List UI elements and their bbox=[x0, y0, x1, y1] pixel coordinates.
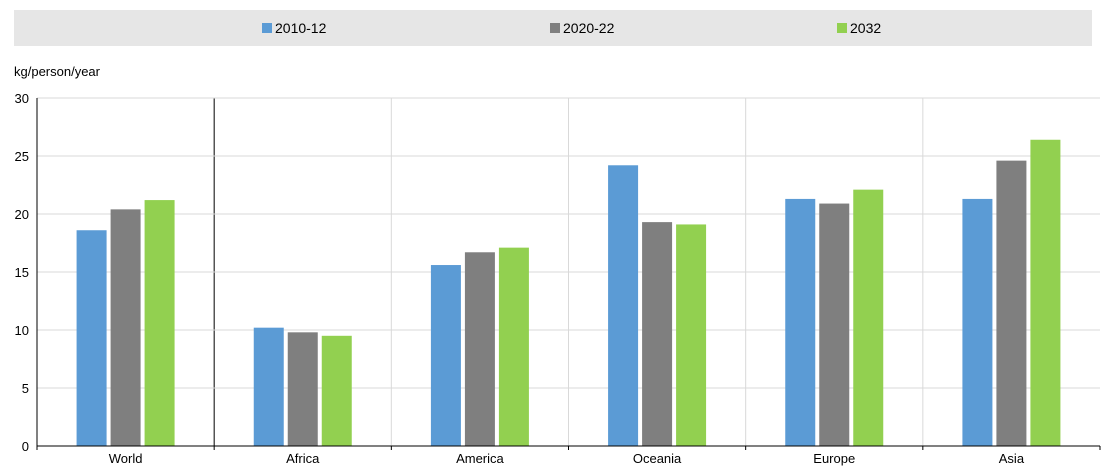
legend-label-2020-22: 2020-22 bbox=[563, 20, 615, 36]
legend-swatch-2010-12 bbox=[262, 23, 272, 33]
bar-asia-2032 bbox=[1030, 139, 1061, 446]
x-tick-label: Oceania bbox=[633, 451, 682, 466]
legend: 2010-12 2020-22 2032 bbox=[14, 10, 1092, 46]
bar-europe-2032 bbox=[853, 189, 884, 446]
bar-oceania-2032 bbox=[676, 224, 707, 446]
y-tick-label: 20 bbox=[15, 207, 29, 222]
bar-oceania-2010-12 bbox=[608, 165, 639, 446]
y-tick-label: 10 bbox=[15, 323, 29, 338]
y-tick-label: 15 bbox=[15, 265, 29, 280]
bar-europe-2010-12 bbox=[785, 198, 816, 446]
bar-africa-2032 bbox=[321, 335, 352, 446]
y-axis-unit-label: kg/person/year bbox=[14, 64, 100, 79]
legend-item-2010-12: 2010-12 bbox=[262, 10, 326, 46]
bar-world-2020-22 bbox=[110, 209, 141, 446]
bar-africa-2010-12 bbox=[253, 327, 284, 446]
y-tick-label: 0 bbox=[22, 439, 29, 454]
x-tick-label: Europe bbox=[813, 451, 855, 466]
x-tick-label: America bbox=[456, 451, 504, 466]
bar-europe-2020-22 bbox=[819, 203, 850, 446]
legend-label-2032: 2032 bbox=[850, 20, 882, 36]
bar-america-2010-12 bbox=[430, 265, 461, 446]
legend-item-2020-22: 2020-22 bbox=[550, 10, 614, 46]
bar-america-2032 bbox=[498, 247, 529, 446]
y-tick-label: 5 bbox=[22, 381, 29, 396]
y-tick-label: 25 bbox=[15, 149, 29, 164]
bar-asia-2020-22 bbox=[996, 160, 1027, 446]
bar-africa-2020-22 bbox=[287, 332, 318, 446]
x-tick-label: Africa bbox=[286, 451, 320, 466]
legend-swatch-2020-22 bbox=[550, 23, 560, 33]
bar-america-2020-22 bbox=[464, 252, 495, 446]
bar-asia-2010-12 bbox=[962, 198, 993, 446]
legend-swatch-2032 bbox=[837, 23, 847, 33]
legend-item-2032: 2032 bbox=[837, 10, 881, 46]
legend-label-2010-12: 2010-12 bbox=[275, 20, 327, 36]
bar-world-2032 bbox=[144, 200, 175, 446]
y-tick-label: 30 bbox=[15, 91, 29, 106]
x-tick-label: Asia bbox=[999, 451, 1025, 466]
bar-world-2010-12 bbox=[76, 230, 107, 446]
bar-oceania-2020-22 bbox=[642, 222, 673, 446]
x-tick-label: World bbox=[109, 451, 143, 466]
